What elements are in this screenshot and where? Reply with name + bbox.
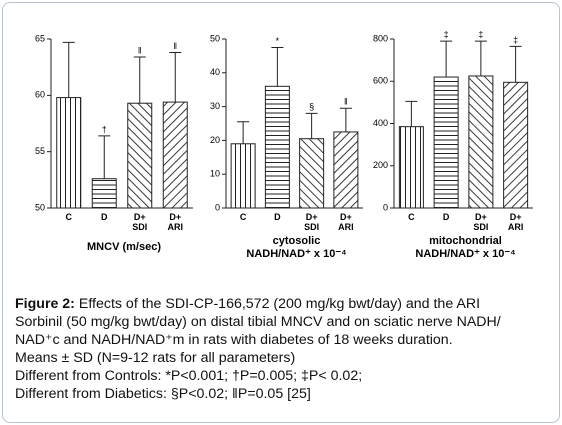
error-bar [271,46,284,87]
caption-text: Different from Diabetics: §P<0.02; ‖P=0.… [15,386,311,402]
error-bar [339,107,352,132]
bar [127,102,153,209]
x-tick-label: D+ ARI [168,212,184,232]
caption-line: Figure 2: Effects of the SDI-CP-166,572 … [15,295,551,313]
x-tick-label: D+ SDI [304,212,319,232]
bar [162,101,188,209]
y-tick-label: 30 [210,101,220,111]
axis-label: MNCV (m/sec) [87,241,161,253]
caption-text: NAD⁺c and NADH/NAD⁺m in rats with diabet… [15,332,453,348]
y-tick-label: 50 [35,202,45,212]
significance-mark: ‡ [513,35,518,45]
error-bar [405,100,418,127]
x-tick-label: D+ SDI [473,212,488,232]
y-tick-label: 800 [373,33,388,43]
error-bar [62,41,75,98]
caption-line: NAD⁺c and NADH/NAD⁺m in rats with diabet… [15,331,551,349]
x-tick-label: C [66,212,73,222]
significance-mark: ‡ [444,29,449,39]
bar [299,138,325,209]
significance-mark: § [309,102,314,112]
caption-line: Means ± SD (N=9-12 rats for all paramete… [15,349,551,367]
x-tick-label: C [240,212,247,222]
caption: Figure 2: Effects of the SDI-CP-166,572 … [15,295,551,403]
x-tick-label: C [408,212,415,222]
y-tick-label: 0 [383,202,388,212]
bar [503,81,529,209]
caption-text: Sorbinil (50 mg/kg bwt/day) on distal ti… [15,314,501,330]
y-tick-label: 60 [35,90,45,100]
x-tick-label: D [274,212,281,222]
caption-text: Different from Controls: *P<0.001; †P=0.… [15,368,363,384]
bar [398,126,424,209]
error-bar [474,40,487,76]
y-tick-label: 600 [373,76,388,86]
caption-text: Effects of the SDI-CP-166,572 (200 mg/kg… [78,296,481,312]
axis-label: NADH/NAD⁺ x 10⁻⁴ [246,248,346,260]
y-tick-label: 400 [373,118,388,128]
y-tick-label: 55 [35,146,45,156]
x-tick-label: D+ SDI [132,212,147,232]
error-bar [305,112,318,139]
bar [91,178,117,209]
caption-label: Figure 2: [15,296,75,312]
caption-line: Different from Diabetics: §P<0.02; ‖P=0.… [15,385,551,403]
significance-mark: * [276,36,280,46]
significance-mark: ‖ [344,97,348,107]
x-tick-label: D+ ARI [508,212,524,232]
axis-label: NADH/NAD⁺ x 10⁻⁴ [415,248,515,260]
bar [264,85,290,209]
bar [468,75,494,209]
error-bar [509,45,522,83]
bar [433,76,459,209]
bar [56,97,82,209]
error-bar [169,52,182,103]
bar [333,131,359,209]
x-tick-label: D [101,212,108,222]
y-tick-label: 40 [210,67,220,77]
x-tick-label: D [443,212,450,222]
y-tick-label: 0 [215,202,220,212]
error-bar [237,121,250,144]
caption-line: Sorbinil (50 mg/kg bwt/day) on distal ti… [15,313,551,331]
bar [230,143,256,209]
caption-line: Different from Controls: *P<0.001; †P=0.… [15,367,551,385]
error-bar [133,56,146,104]
y-tick-label: 10 [210,169,220,179]
error-bar [440,40,453,78]
significance-mark: ‖ [173,41,177,51]
caption-text: Means ± SD (N=9-12 rats for all paramete… [15,350,296,366]
axis-label: mitochondrial [429,235,502,247]
x-tick-label: D+ ARI [338,212,354,232]
significance-mark: ‡ [478,29,483,39]
y-tick-label: 20 [210,135,220,145]
charts: 50 55 60 65 C † D ‖ D+ SDI ‖ D+ ARI MNCV (m/sec) 0 10 20… [35,29,533,260]
error-bar [98,135,111,179]
axis-label: cytosolic [273,235,321,247]
significance-mark: ‖ [138,45,142,55]
y-tick-label: 50 [210,33,220,43]
significance-mark: † [102,124,107,134]
y-tick-label: 200 [373,160,388,170]
y-tick-label: 65 [35,33,45,43]
